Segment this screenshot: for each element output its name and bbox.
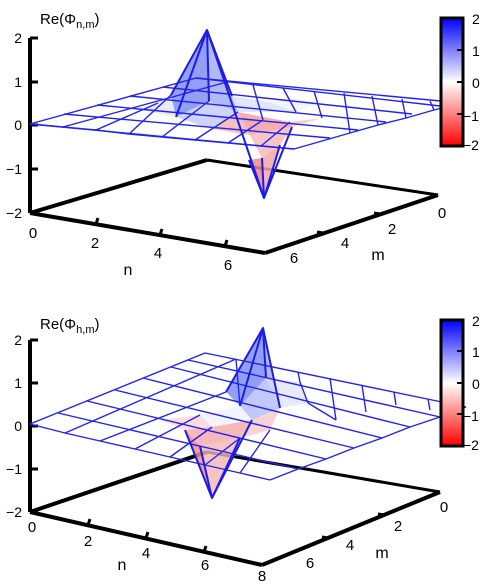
bottom-n-ticks — [86, 518, 208, 553]
top-surface-patch — [238, 112, 292, 135]
bottom-mesh — [29, 352, 467, 481]
top-colorbar: 2 1 0 −1 −2 — [439, 11, 480, 153]
bottom-colorbar-tick-label: 2 — [472, 313, 480, 329]
top-z-tick-label: 0 — [14, 117, 22, 133]
top-colorbar-tick-label: 2 — [472, 11, 480, 27]
bottom-ylabel: m — [375, 545, 388, 562]
top-m-tick-label: 0 — [438, 205, 446, 222]
top-m-tick-label: 2 — [388, 221, 396, 238]
bottom-colorbar: 2 1 0 −1 −2 — [439, 313, 480, 453]
bottom-z-tick-label: 0 — [14, 418, 22, 434]
bottom-m-tick-label: 0 — [440, 499, 448, 516]
bottom-zlabel: Re(Φh,m) — [40, 316, 99, 336]
bottom-colorbar-tick-label: −2 — [463, 437, 479, 453]
top-colorbar-tick-label: −2 — [463, 137, 479, 153]
bottom-n-tick-label: 6 — [201, 557, 209, 574]
top-z-tick-label: 2 — [14, 30, 22, 46]
bottom-z-tick-label: 2 — [14, 332, 22, 348]
top-n-tick-label: 0 — [29, 225, 37, 242]
bottom-peak-edges — [184, 327, 281, 499]
bottom-xlabel: n — [118, 557, 127, 574]
top-panel: Re(Φn,m) 2 1 0 −1 −2 — [6, 11, 480, 279]
bottom-colorbar-tick-label: 0 — [472, 376, 480, 392]
bottom-colorbar-tick-label: −1 — [463, 408, 479, 424]
bottom-surface-patch — [240, 408, 280, 438]
top-surface-patch — [269, 98, 318, 112]
bottom-z-tick-label: 1 — [14, 375, 22, 391]
top-peak-edges — [170, 29, 293, 199]
bottom-surface-patch — [266, 378, 308, 408]
bottom-m-tick-label: 6 — [306, 555, 314, 572]
top-n-tick-label: 6 — [224, 257, 232, 274]
top-m-tick-label: 4 — [341, 235, 349, 252]
top-z-tick-label: 1 — [14, 74, 22, 90]
top-n-ticks — [94, 217, 229, 247]
top-colorbar-tick-label: −1 — [463, 108, 479, 124]
bottom-z-tick-label: −1 — [6, 461, 22, 477]
bottom-m-tick-label: 2 — [394, 518, 402, 535]
top-colorbar-tick-label: 1 — [472, 43, 480, 59]
bottom-n-tick-label: 8 — [258, 568, 266, 585]
bottom-panel: Re(Φh,m) 2 1 0 −1 −2 0 2 — [6, 313, 480, 585]
bottom-m-tick-label: 4 — [346, 537, 354, 554]
top-n-tick-label: 2 — [91, 235, 99, 252]
top-ylabel: m — [371, 247, 384, 264]
bottom-floor — [29, 450, 441, 567]
bottom-n-tick-label: 0 — [28, 519, 36, 536]
top-n-tick-label: 4 — [154, 245, 162, 262]
top-z-tick-label: −2 — [6, 205, 22, 221]
bottom-z-tick-label: −2 — [6, 504, 22, 520]
top-colorbar-tick-label: 0 — [472, 75, 480, 91]
bottom-surface-patch — [226, 328, 266, 406]
top-xlabel: n — [124, 262, 133, 279]
top-zlabel: Re(Φn,m) — [40, 11, 99, 31]
bottom-m-ticks — [321, 512, 385, 540]
bottom-n-tick-label: 2 — [84, 533, 92, 550]
top-floor — [29, 158, 439, 255]
top-z-tick-label: −1 — [6, 161, 22, 177]
bottom-colorbar-tick-label: 1 — [472, 344, 480, 360]
top-surface-patch — [250, 127, 292, 158]
top-mesh — [29, 77, 463, 150]
bottom-n-tick-label: 4 — [142, 545, 150, 562]
top-m-tick-label: 6 — [290, 250, 298, 267]
top-m-ticks — [316, 211, 381, 235]
